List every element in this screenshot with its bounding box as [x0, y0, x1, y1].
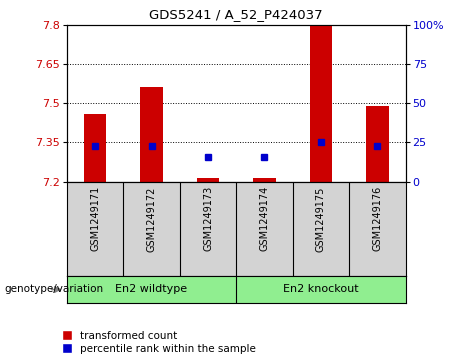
Bar — [197, 178, 219, 182]
Text: En2 wildtype: En2 wildtype — [116, 285, 188, 294]
Text: GSM1249171: GSM1249171 — [90, 186, 100, 252]
Bar — [253, 178, 276, 182]
Text: En2 knockout: En2 knockout — [283, 285, 359, 294]
Legend: transformed count, percentile rank within the sample: transformed count, percentile rank withi… — [63, 331, 255, 354]
Bar — [84, 114, 106, 182]
Bar — [140, 86, 163, 182]
Title: GDS5241 / A_52_P424037: GDS5241 / A_52_P424037 — [149, 8, 323, 21]
Bar — [310, 25, 332, 182]
Text: GSM1249175: GSM1249175 — [316, 186, 326, 252]
Text: GSM1249172: GSM1249172 — [147, 186, 157, 252]
Text: GSM1249174: GSM1249174 — [260, 186, 270, 252]
Text: GSM1249173: GSM1249173 — [203, 186, 213, 252]
Text: GSM1249176: GSM1249176 — [372, 186, 383, 252]
Text: genotype/variation: genotype/variation — [5, 285, 104, 294]
Bar — [366, 106, 389, 182]
